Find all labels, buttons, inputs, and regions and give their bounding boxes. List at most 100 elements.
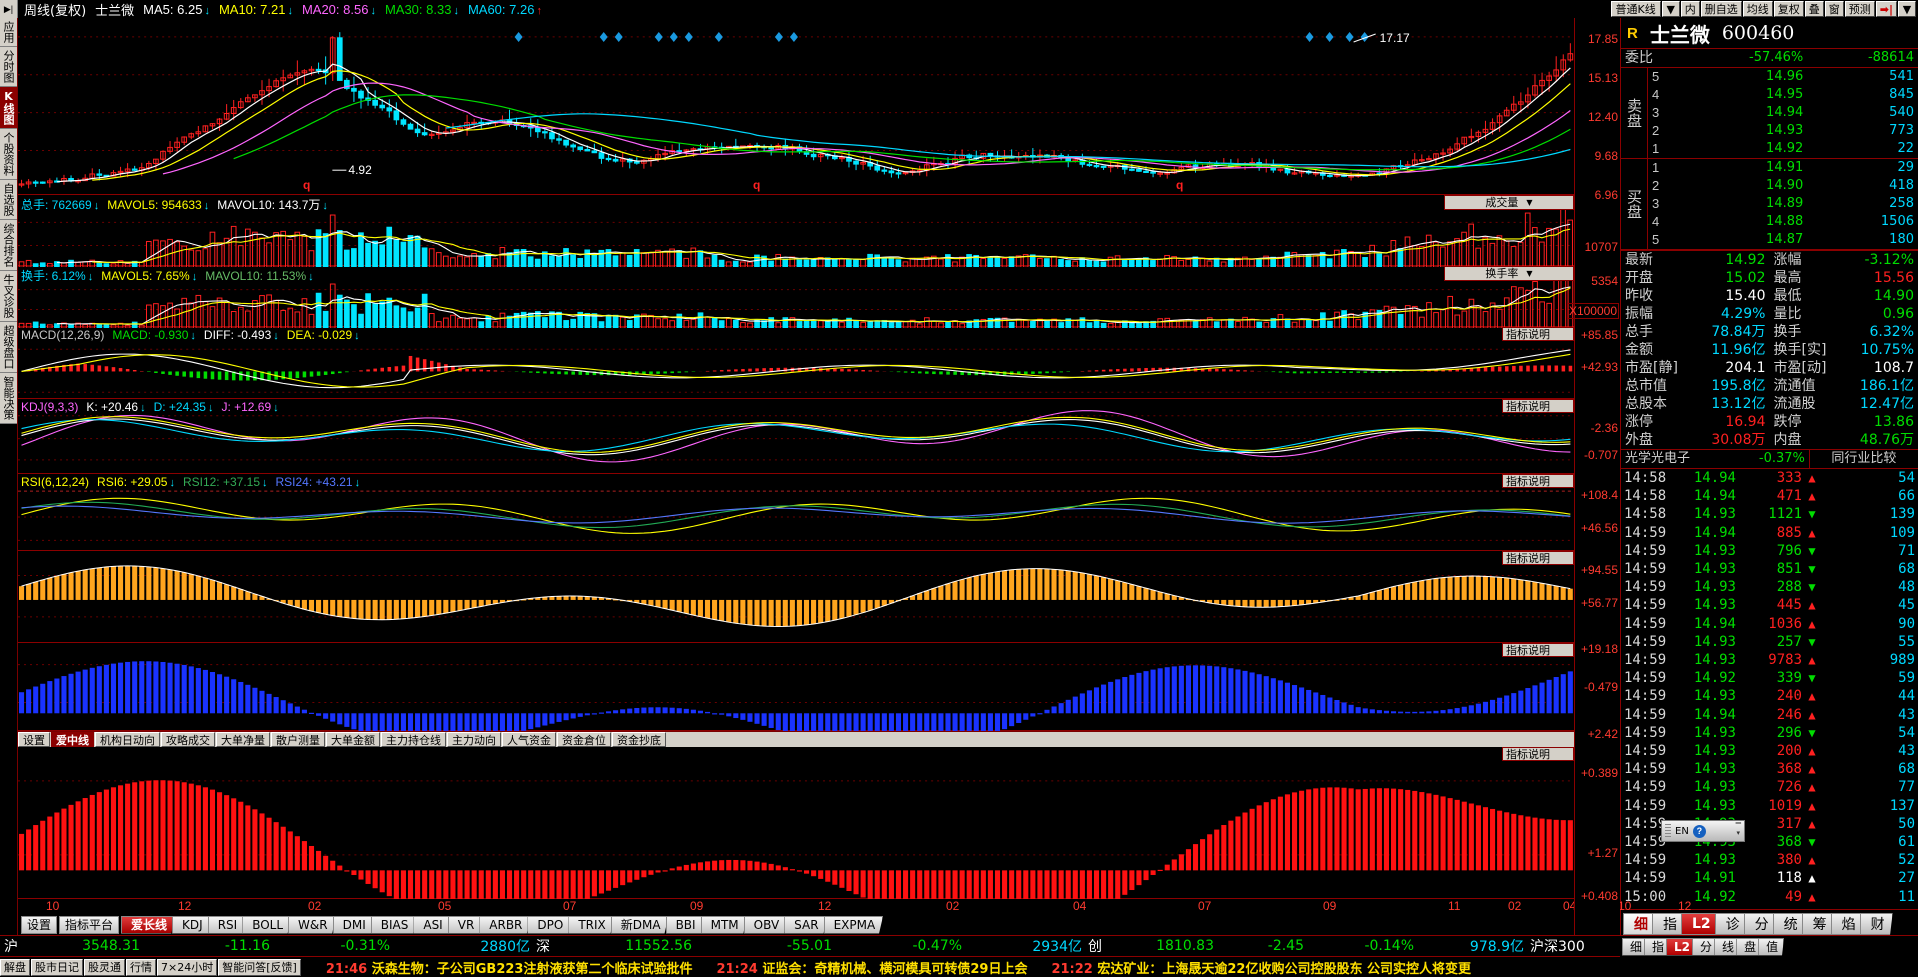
sidebar-item-kline[interactable]: K线图 [0,87,17,129]
tick-row[interactable]: 14:59 14.93 9783 ▲ 989 [1621,651,1918,669]
btab-asi[interactable]: ASI [413,915,451,934]
sidebar-item-diagnosis[interactable]: 牛叉诊股 [0,271,17,322]
news-item-3[interactable]: 21:22 宏达矿业：上海晟天逾22亿收购公司控股股东 公司实控人将变更 [1051,961,1472,977]
btab-mtm[interactable]: MTM [700,915,747,934]
quote-tab-L2[interactable]: L2 [1681,913,1719,935]
btab-new-dma[interactable]: 新DMA [610,915,669,934]
tick-row[interactable]: 14:59 14.93 796 ▼ 71 [1621,542,1918,560]
quote-tab-诊[interactable]: 诊 [1714,913,1748,935]
quote-tab-焰[interactable]: 焰 [1830,913,1864,935]
footer-tab-l2[interactable]: L2 [1666,937,1697,956]
buy-row-2[interactable]: 2 14.90 418 [1621,177,1918,195]
tick-row[interactable]: 14:59 14.93 288 ▼ 48 [1621,578,1918,596]
orange-histogram-panel[interactable]: 指标说明 [18,550,1574,643]
tick-list[interactable]: 14:58 14.94 333 ▲ 54 14:58 14.94 471 ▲ 66 14:58 14.… [1621,469,1918,909]
sell-row-4[interactable]: 4 14.95 845 [1621,86,1918,104]
btab-vr[interactable]: VR [447,915,483,934]
moving-average-button[interactable]: 均线 [1742,1,1773,17]
footer-tab-zhi2[interactable]: 值 [1758,937,1785,956]
tick-row[interactable]: 14:59 14.93 368 ▲ 68 [1621,760,1918,778]
industry-row[interactable]: 光学光电子 -0.37% 同行业比较 [1621,449,1918,469]
subtool-retail-measure-button[interactable]: 散户测量 [271,732,325,748]
sell-row-1[interactable]: 1 14.92 22 [1621,140,1918,159]
quote-tab-统[interactable]: 统 [1772,913,1806,935]
kdj-chart-panel[interactable]: KDJ(9,3,3) K: +20.46 ↓ D: +24.35 ↓ J: +12.… [18,399,1574,474]
news-button-7x24[interactable]: 7×24小时 [157,958,218,976]
tick-row[interactable]: 14:59 14.93 296 ▼ 54 [1621,724,1918,742]
ime-toolbar[interactable]: EN ? ▔ ▾ [1661,820,1745,842]
blue-histogram-panel[interactable]: 指标说明 [18,642,1574,734]
subtool-popularity-capital-button[interactable]: 人气资金 [502,732,556,748]
news-button-jiepan[interactable]: 解盘 [0,958,30,976]
footer-tab-fen[interactable]: 分 [1692,937,1719,956]
btab-aichangxian[interactable]: 爱长线 [121,915,176,934]
turnover-indicator-selector[interactable]: 换手率 ▼ [1444,265,1574,281]
chart-type-dropdown-icon[interactable]: ▼ [1661,1,1680,17]
subtool-main-trend-button[interactable]: 主力动向 [447,732,501,748]
sell-row-5[interactable]: 卖盘 5 14.96 541 [1621,67,1918,159]
red-histogram-panel[interactable]: 指标说明 [18,747,1574,902]
subtool-aizhongxian-button[interactable]: 爱中线 [51,732,94,748]
btab-expma[interactable]: EXPMA [823,915,884,934]
footer-tab-zhi[interactable]: 指 [1644,937,1671,956]
delete-favorite-button[interactable]: 删自选 [1700,1,1742,17]
news-button-diary[interactable]: 股市日记 [31,958,83,976]
subtool-strategy-volume-button[interactable]: 攻略成交 [161,732,215,748]
tick-row[interactable]: 14:59 14.93 257 ▼ 55 [1621,633,1918,651]
buy-row-5[interactable]: 5 14.87 180 [1621,231,1918,250]
btab-kdj[interactable]: KDJ [172,915,211,934]
tick-row[interactable]: 14:59 14.92 339 ▼ 59 [1621,669,1918,687]
quote-tab-指[interactable]: 指 [1652,913,1685,935]
btab-boll[interactable]: BOLL [242,915,292,934]
btab-rsi[interactable]: RSI [207,915,246,934]
subtool-capital-bottom-button[interactable]: 资金抄底 [612,732,666,748]
chart-type-button[interactable]: 普通K线 [1610,1,1661,17]
news-button-quotes[interactable]: 行情 [126,958,156,976]
news-button-gulingtong[interactable]: 股灵通 [84,958,125,976]
tick-row[interactable]: 15:00 14.92 49 ▲ 11 [1621,888,1918,906]
price-chart-panel[interactable]: 17.17 4.92 q q q [18,18,1574,195]
turnover-chart-panel[interactable]: 换手: 6.12% ↓ MAVOL5: 7.65% ↓ MAVOL10: 11.53… [18,265,1574,328]
red-explain-button[interactable]: 指标说明 [1502,747,1574,762]
tick-row[interactable]: 14:59 14.93 200 ▲ 43 [1621,742,1918,760]
tick-row[interactable]: 14:59 14.93 380 ▲ 52 [1621,851,1918,869]
news-button-smart-qa[interactable]: 智能问答[反馈] [218,958,301,976]
footer-tab-xian[interactable]: 线 [1714,937,1741,956]
forecast-button[interactable]: 预测 [1844,1,1875,17]
blue-explain-button[interactable]: 指标说明 [1502,642,1574,657]
buy-row-1[interactable]: 买盘 1 14.91 29 [1621,158,1918,250]
tick-row[interactable]: 14:59 14.93 851 ▼ 68 [1621,560,1918,578]
tick-row[interactable]: 14:58 14.93 1121 ▼ 139 [1621,505,1918,523]
sell-row-2[interactable]: 2 14.93 773 [1621,122,1918,140]
tick-row[interactable]: 14:59 14.93 445 ▲ 45 [1621,596,1918,614]
btab-dpo[interactable]: DPO [527,915,572,934]
sidebar-item-stock-info[interactable]: 个股资料 [0,129,17,180]
kdj-explain-button[interactable]: 指标说明 [1502,399,1574,414]
ime-language-label[interactable]: EN [1675,825,1689,837]
btab-bias[interactable]: BIAS [370,915,417,934]
subtool-institution-trend-button[interactable]: 机构日动向 [95,732,160,748]
tick-row[interactable]: 14:59 14.94 1036 ▲ 90 [1621,615,1918,633]
tick-row[interactable]: 14:59 14.94 885 ▲ 109 [1621,524,1918,542]
subtool-big-order-net-button[interactable]: 大单净量 [216,732,270,748]
quote-tab-筹[interactable]: 筹 [1801,913,1835,935]
sidebar-item-apps[interactable]: 应用 [0,18,17,47]
sell-row-3[interactable]: 3 14.94 540 [1621,104,1918,122]
volume-chart-panel[interactable]: 总手: 762669 ↓ MAVOL5: 954633 ↓ MAVOL10: 143… [18,194,1574,267]
news-item-1[interactable]: 21:46 沃森生物：子公司GB223注射液获第二个临床试验批件 [325,961,693,977]
tick-row[interactable]: 14:59 14.93 240 ▲ 44 [1621,687,1918,705]
btab-settings[interactable]: 设置 [21,915,58,934]
buy-row-3[interactable]: 3 14.89 258 [1621,195,1918,213]
sidebar-item-watchlist[interactable]: 自选股 [0,180,17,220]
sidebar-item-ranking[interactable]: 综合排名 [0,220,17,271]
btab-obv[interactable]: OBV [743,915,788,934]
tick-row[interactable]: 14:59 14.93 1019 ▲ 137 [1621,797,1918,815]
tick-row[interactable]: 14:59 14.93 726 ▲ 77 [1621,778,1918,796]
industry-compare-button[interactable]: 同行业比较 [1831,451,1897,466]
footer-tab-xi[interactable]: 细 [1622,937,1649,956]
quote-tab-细[interactable]: 细 [1623,913,1656,935]
collapse-toggle-icon[interactable]: ▶| [0,0,18,18]
tick-row[interactable]: 14:59 14.94 246 ▲ 43 [1621,706,1918,724]
rsi-chart-panel[interactable]: RSI(6,12,24) RSI6: +29.05 ↓ RSI12: +37.15… [18,473,1574,551]
tick-row[interactable]: 14:58 14.94 471 ▲ 66 [1621,487,1918,505]
